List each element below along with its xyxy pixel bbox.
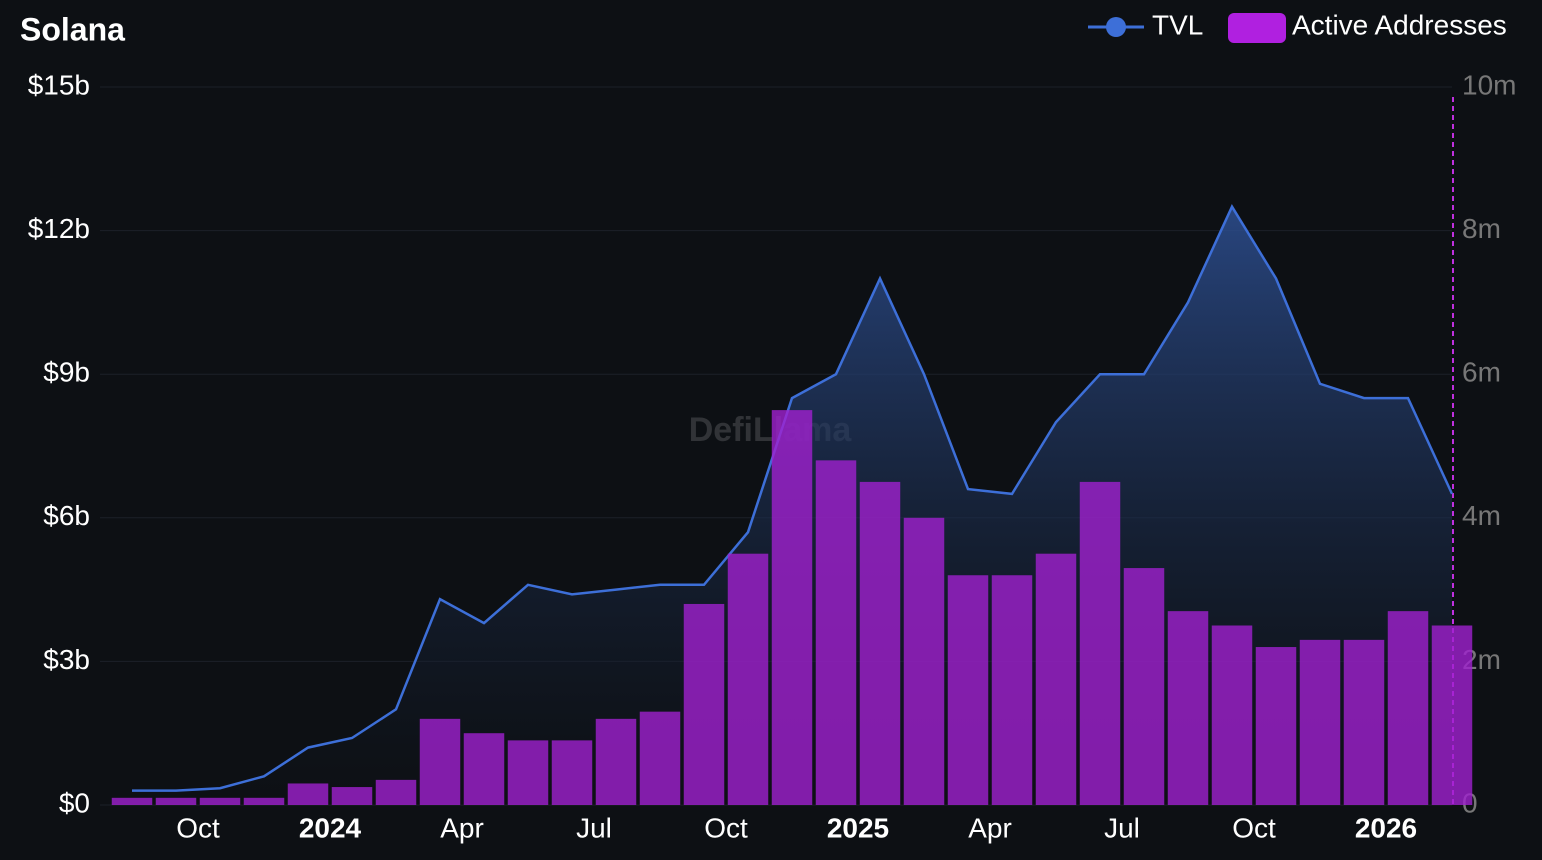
y2-tick-label: 8m <box>1462 213 1501 244</box>
bar <box>155 797 197 805</box>
x-tick-label: Apr <box>440 812 484 843</box>
bar <box>507 740 549 805</box>
bar <box>1343 639 1385 805</box>
y2-tick-label: 10m <box>1462 69 1516 100</box>
y2-tick-label: 6m <box>1462 357 1501 388</box>
y2-tick-label: 4m <box>1462 500 1501 531</box>
bar <box>551 740 593 805</box>
y-tick-label: $12b <box>28 213 90 244</box>
legend: TVL Active Addresses <box>1088 9 1507 43</box>
bar <box>595 718 637 805</box>
bar <box>727 553 769 805</box>
y-tick-label: $9b <box>43 357 90 388</box>
legend-marker <box>1228 13 1286 43</box>
x-tick-label: Apr <box>968 812 1012 843</box>
bar <box>243 797 285 805</box>
bar <box>1431 625 1473 805</box>
x-tick-label: 2025 <box>827 812 889 843</box>
bar <box>771 410 813 805</box>
bar <box>1299 639 1341 805</box>
legend-label: Active Addresses <box>1292 9 1507 40</box>
bar <box>815 460 857 805</box>
line <box>132 204 1454 792</box>
y-tick-label: $15b <box>28 69 90 100</box>
legend-label: TVL <box>1152 9 1203 40</box>
bar <box>331 787 373 805</box>
bar <box>639 711 681 805</box>
x-tick-label: Oct <box>176 812 220 843</box>
y-tick-label: $6b <box>43 500 90 531</box>
bar <box>1255 647 1297 805</box>
bar <box>1079 481 1121 805</box>
bar <box>287 783 329 805</box>
bar <box>1123 568 1165 805</box>
bar <box>1387 611 1429 805</box>
bar <box>375 779 417 805</box>
x-tick-label: Jul <box>576 812 612 843</box>
bar <box>947 575 989 805</box>
x-tick-label: 2026 <box>1355 812 1417 843</box>
legend-marker <box>1106 17 1126 37</box>
chart-title: Solana <box>20 11 125 47</box>
bar <box>199 797 241 805</box>
bar <box>859 481 901 805</box>
bar <box>463 733 505 805</box>
x-tick-label: Jul <box>1104 812 1140 843</box>
bar <box>111 797 153 805</box>
x-tick-label: Oct <box>704 812 748 843</box>
bar <box>1211 625 1253 805</box>
bar <box>1035 553 1077 805</box>
y-tick-label: $0 <box>59 787 90 818</box>
x-tick-label: Oct <box>1232 812 1276 843</box>
bar <box>1167 611 1209 805</box>
bar <box>903 517 945 805</box>
bar <box>683 603 725 805</box>
bar <box>991 575 1033 805</box>
x-tick-label: 2024 <box>299 812 362 843</box>
y-tick-label: $3b <box>43 644 90 675</box>
bar <box>419 718 461 805</box>
